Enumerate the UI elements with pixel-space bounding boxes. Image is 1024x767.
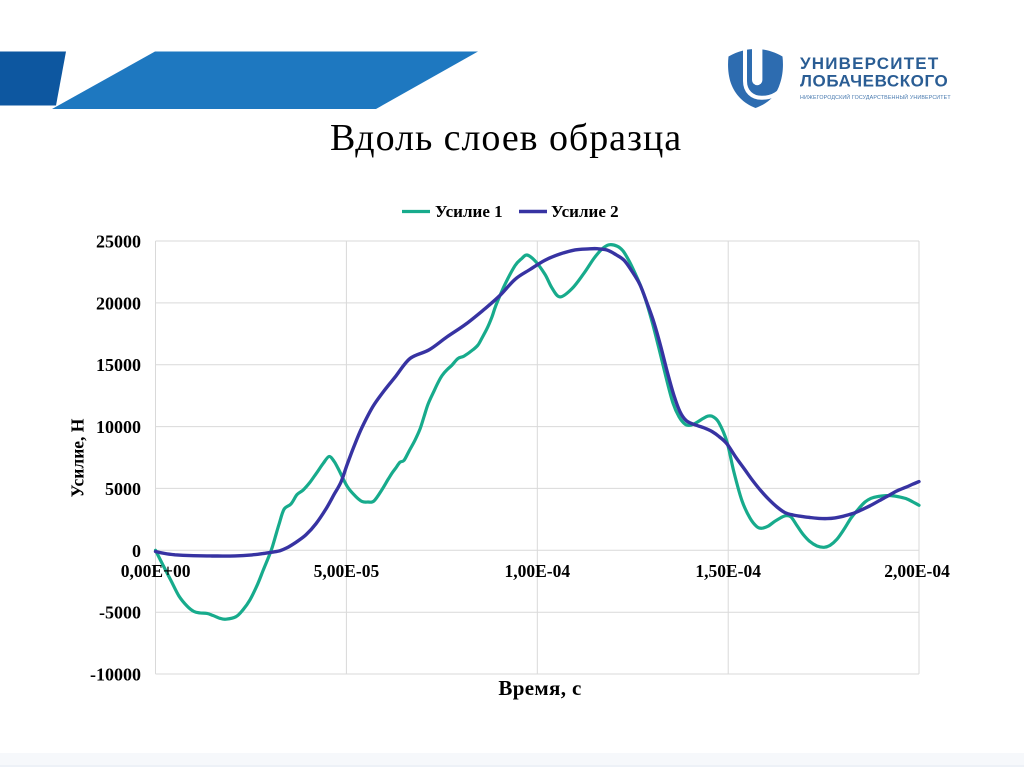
svg-text:5,00E-05: 5,00E-05 — [314, 561, 380, 581]
svg-text:20000: 20000 — [96, 293, 141, 313]
svg-text:НИЖЕГОРОДСКИЙ ГОСУДАРСТВЕННЫЙ: НИЖЕГОРОДСКИЙ ГОСУДАРСТВЕННЫЙ УНИВЕРСИТЕ… — [800, 93, 951, 101]
svg-text:Усилие 2: Усилие 2 — [551, 202, 619, 221]
svg-text:ЛОБАЧЕВСКОГО: ЛОБАЧЕВСКОГО — [800, 72, 948, 91]
svg-text:Усилие, Н: Усилие, Н — [68, 418, 88, 497]
svg-text:1,00E-04: 1,00E-04 — [504, 561, 570, 581]
svg-text:Вдоль слоев образца: Вдоль слоев образца — [330, 117, 682, 159]
svg-text:15000: 15000 — [96, 355, 141, 375]
svg-text:10000: 10000 — [96, 417, 141, 437]
svg-text:0: 0 — [132, 541, 141, 561]
svg-text:1,50E-04: 1,50E-04 — [695, 561, 761, 581]
svg-text:-5000: -5000 — [99, 603, 141, 623]
svg-text:25000: 25000 — [96, 232, 141, 252]
svg-text:0,00E+00: 0,00E+00 — [121, 561, 191, 581]
svg-text:УНИВЕРСИТЕТ: УНИВЕРСИТЕТ — [800, 54, 939, 73]
svg-text:Усилие 1: Усилие 1 — [435, 202, 503, 221]
svg-text:Время, с: Время, с — [498, 676, 581, 700]
svg-text:-10000: -10000 — [90, 665, 141, 685]
svg-text:2,00E-04: 2,00E-04 — [884, 561, 950, 581]
svg-text:5000: 5000 — [105, 479, 141, 499]
